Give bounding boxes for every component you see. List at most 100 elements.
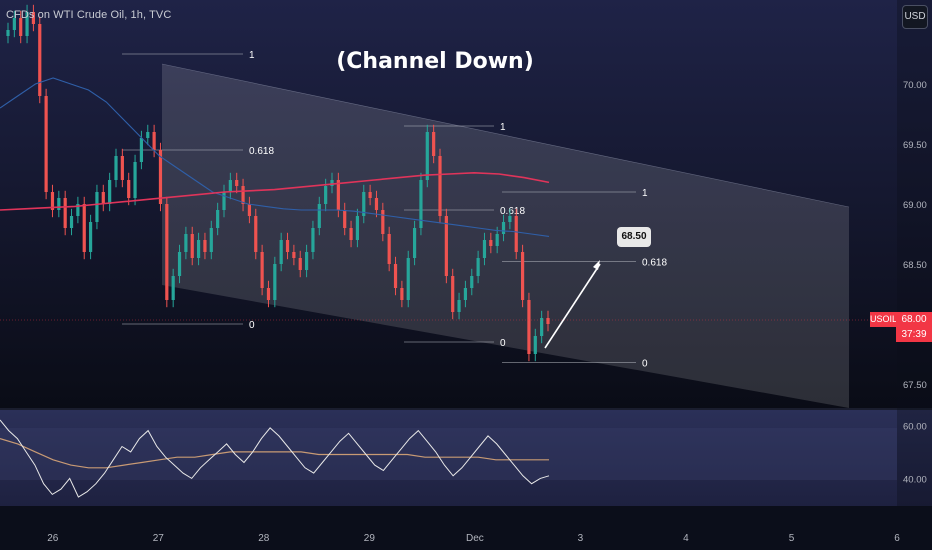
ma-fast-line — [0, 77, 550, 237]
candle-body — [381, 210, 385, 234]
candle-body — [6, 30, 10, 36]
candle-body — [444, 216, 448, 276]
candle-body — [432, 132, 436, 156]
candle-body — [501, 222, 506, 234]
candle-body — [279, 240, 283, 264]
candle-body — [228, 180, 232, 192]
candle-body — [292, 252, 296, 258]
fib-label: 0.618 — [249, 146, 274, 157]
channel-fill — [162, 64, 849, 408]
candle-body — [69, 216, 74, 228]
candle-body — [171, 276, 175, 300]
candle-body — [533, 336, 537, 354]
candle-body — [209, 228, 213, 252]
time-axis-tick: 29 — [364, 533, 376, 544]
candle-body — [50, 192, 55, 210]
rsi-axis-tick: 60.00 — [903, 421, 927, 432]
candle-body — [216, 210, 220, 228]
candle-body — [470, 276, 474, 288]
candle-body — [25, 12, 29, 36]
candle-body — [425, 132, 429, 180]
candle-body — [400, 288, 404, 300]
symbol-price-tag: USOIL — [870, 312, 897, 327]
time-axis-tick: 4 — [683, 533, 689, 544]
rsi-axis-tick: 40.00 — [903, 474, 927, 485]
candle-body — [101, 192, 105, 204]
time-axis-tick: 27 — [153, 533, 165, 544]
fib-label: 0.618 — [500, 206, 525, 217]
rsi-line — [0, 419, 550, 498]
candle-body — [76, 204, 80, 216]
candle-body — [241, 186, 245, 204]
time-axis-tick: 5 — [789, 533, 795, 544]
candle-body — [146, 132, 150, 138]
last-price-tag: 68.00 37:39 — [896, 312, 932, 342]
candle-body — [349, 228, 353, 240]
candle-body — [412, 228, 417, 258]
candle-body — [546, 318, 550, 324]
candle-body — [158, 150, 163, 204]
candle-body — [152, 132, 156, 150]
price-axis-tick: 70.00 — [903, 80, 927, 91]
candle-body — [203, 240, 207, 252]
candle-body — [127, 180, 131, 198]
candle-body — [165, 204, 169, 300]
candle-body — [311, 228, 315, 252]
price-axis-tick: 68.50 — [903, 260, 927, 271]
fib-label: 0 — [249, 320, 255, 331]
channel-down-pattern — [161, 63, 850, 408]
candle-body — [38, 24, 42, 96]
candle-body — [514, 216, 518, 252]
price-axis-tick: 69.00 — [903, 200, 927, 211]
fib-label: 0.618 — [642, 258, 667, 269]
rsi-ma-line — [0, 438, 549, 469]
price-axis-tick: 67.50 — [903, 380, 927, 391]
candle-body — [95, 192, 99, 222]
candle-body — [489, 240, 493, 246]
candle-body — [63, 198, 67, 228]
fib-label: 0 — [500, 338, 506, 349]
candle-body — [451, 276, 455, 312]
candle-body — [190, 234, 194, 258]
ma-slow-line — [0, 171, 550, 211]
fib-label: 1 — [249, 50, 255, 61]
rsi-band — [0, 428, 897, 480]
candle-body — [482, 240, 487, 258]
price-axis-tick: 69.50 — [903, 140, 927, 151]
candle-body — [540, 318, 544, 336]
symbol-title: CFDs on WTI Crude Oil, 1h, TVC — [6, 9, 172, 21]
candle-body — [285, 240, 290, 252]
bar-countdown: 37:39 — [901, 329, 927, 340]
candle-body — [57, 198, 61, 210]
candle-body — [247, 204, 252, 216]
time-axis-tick: 3 — [578, 533, 584, 544]
candle-body — [336, 180, 340, 210]
candle-body — [114, 156, 118, 180]
fib-label: 0 — [642, 358, 648, 369]
candle-body — [508, 216, 512, 222]
candle-body — [254, 216, 258, 252]
candle-body — [419, 180, 423, 228]
fib-label: 1 — [500, 122, 506, 133]
candle-body — [108, 180, 112, 204]
fib-label: 1 — [642, 188, 648, 199]
currency-button[interactable]: USD — [902, 5, 928, 29]
candle-body — [368, 192, 372, 198]
candle-body — [184, 234, 188, 252]
candle-body — [330, 180, 334, 186]
candle-body — [12, 18, 16, 30]
channel-upper-line — [161, 63, 850, 208]
time-axis-tick: Dec — [466, 533, 484, 544]
candle-body — [266, 288, 271, 300]
candle-body — [406, 258, 410, 300]
candle-body — [527, 300, 531, 354]
candle-body — [304, 252, 309, 270]
time-axis-tick: 26 — [47, 533, 59, 544]
rsi-pane-background — [0, 410, 932, 506]
candle-body — [19, 18, 23, 36]
candle-body — [120, 156, 124, 180]
candle-body — [177, 252, 182, 276]
candle-body — [362, 192, 366, 216]
candle-body — [82, 204, 86, 252]
